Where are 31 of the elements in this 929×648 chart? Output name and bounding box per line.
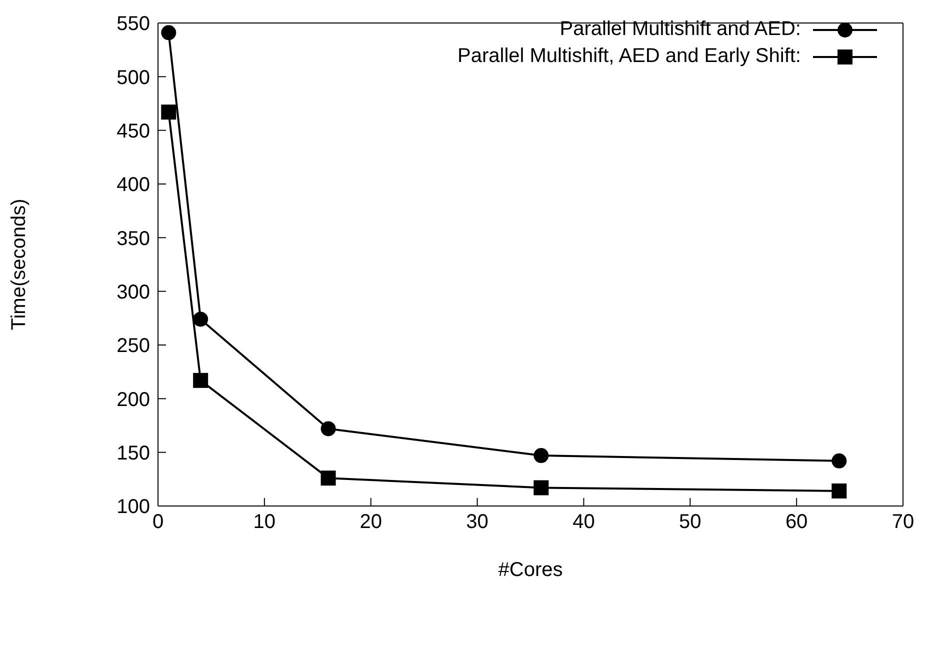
- y-tick-label: 200: [116, 388, 150, 411]
- y-tick-label: 450: [116, 120, 150, 142]
- x-tick-label: 40: [572, 511, 595, 534]
- y-axis-title: Time(seconds): [8, 198, 30, 330]
- x-tick-label: 20: [360, 511, 382, 534]
- point: [161, 25, 176, 40]
- x-tick-label: 60: [785, 511, 808, 534]
- point: [193, 372, 208, 388]
- x-tick-label: 30: [466, 511, 488, 534]
- x-axis-title: #Cores: [498, 559, 563, 581]
- point: [534, 448, 549, 464]
- point: [832, 483, 847, 498]
- point: [534, 480, 549, 496]
- point: [193, 312, 208, 327]
- y-tick-label: 300: [116, 281, 150, 304]
- x-tick-label: 10: [253, 511, 276, 534]
- x-tick-label: 0: [152, 511, 164, 534]
- point: [320, 421, 336, 436]
- x-tick-label: 50: [679, 511, 702, 534]
- x-tick-label: 70: [892, 511, 914, 534]
- y-tick-label: 400: [116, 174, 150, 196]
- y-tick-label: 250: [116, 335, 150, 358]
- y-tick-label: 550: [116, 13, 150, 36]
- point: [320, 470, 336, 486]
- y-tick-label: 350: [116, 228, 150, 250]
- legend-label: Parallel Multishift, AED and Early Shift:: [458, 45, 801, 68]
- point: [161, 104, 176, 120]
- y-tick-label: 100: [116, 496, 150, 518]
- point: [832, 453, 847, 468]
- y-tick-label: 500: [116, 66, 150, 89]
- y-tick-label: 150: [116, 442, 150, 464]
